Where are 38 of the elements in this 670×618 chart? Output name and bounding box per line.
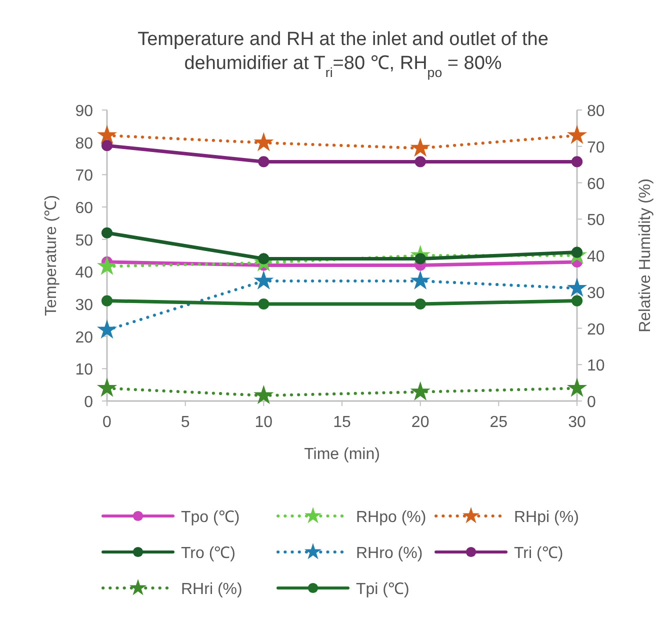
y2-tick-label: 0 [587,394,596,411]
legend-label: Tro (℃) [181,545,236,562]
y2-tick-label: 50 [587,212,605,230]
legend-label: RHpi (%) [514,509,579,526]
x-tick-label: 0 [102,414,112,431]
y2-tick-label: 80 [587,103,605,120]
y2-tick-label: 40 [587,248,605,266]
x-axis-title: Time (min) [304,446,380,463]
x-tick-label: 15 [333,414,351,431]
chart-title: Temperature and RH at the inlet and outlet of the dehumidifier at T$_{ri}$=80 ℃, RH$_{po}$ = 80% [138,29,548,80]
x-tick-label: 20 [411,414,430,431]
y-axis-title: Temperature (℃) [43,195,60,316]
y2-tick-label: 70 [587,139,605,156]
x-tick-label: 10 [254,414,273,431]
y-tick-label: 90 [75,103,94,120]
x-tick-label: 30 [568,414,586,431]
y-tick-label: 50 [75,232,94,250]
y2-tick-label: 20 [587,321,605,338]
y-tick-label: 0 [84,394,94,411]
y2-tick-label: 60 [587,176,605,193]
legend-label: Tri (℃) [514,545,564,562]
legend-label: Tpi (℃) [356,581,410,598]
legend-label: Tpo (℃) [181,509,240,526]
y2-tick-label: 10 [587,358,605,375]
x-tick-label: 5 [180,414,190,431]
y-tick-label: 20 [75,329,94,346]
legend-label: RHri (%) [181,581,242,598]
x-tick-label: 25 [490,414,508,431]
legend-label: RHro (%) [356,545,423,562]
legend-label: RHpo (%) [356,509,426,526]
y2-axis-title: Relative Humidity (%) [637,178,654,332]
y2-tick-label: 30 [587,284,605,302]
y-tick-label: 80 [75,135,94,152]
y-tick-label: 60 [75,200,94,217]
y-tick-label: 10 [75,362,94,379]
y-tick-label: 70 [75,168,94,185]
y-tick-label: 30 [75,297,94,314]
y-tick-label: 40 [75,264,94,282]
